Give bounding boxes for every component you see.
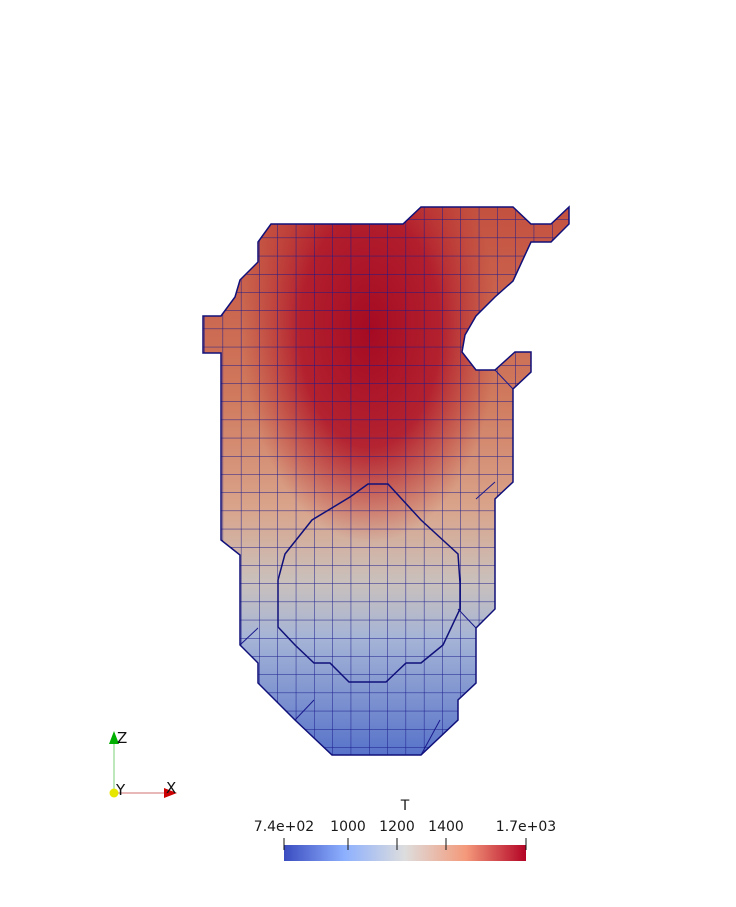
scalar-bar[interactable]: T 7.4e+02 1000 1200 1400 1.7e+03	[254, 798, 556, 861]
scalar-bar-title: T	[400, 798, 410, 814]
x-axis-arrow	[164, 788, 177, 798]
tick-label: 1.7e+03	[496, 819, 556, 835]
mesh-surface	[203, 207, 569, 755]
z-axis-label: Z	[117, 729, 127, 747]
tick-label: 1400	[428, 819, 464, 835]
tick-label: 1000	[330, 819, 366, 835]
scalar-bar-gradient	[284, 845, 526, 861]
z-axis-arrow	[109, 731, 119, 744]
tick-label: 7.4e+02	[254, 819, 314, 835]
orientation-axes[interactable]: Z X Y	[109, 729, 177, 799]
x-axis-label: X	[166, 779, 176, 797]
y-axis-dot	[109, 788, 119, 798]
y-axis-label: Y	[115, 781, 126, 799]
tick-label: 1200	[379, 819, 415, 835]
